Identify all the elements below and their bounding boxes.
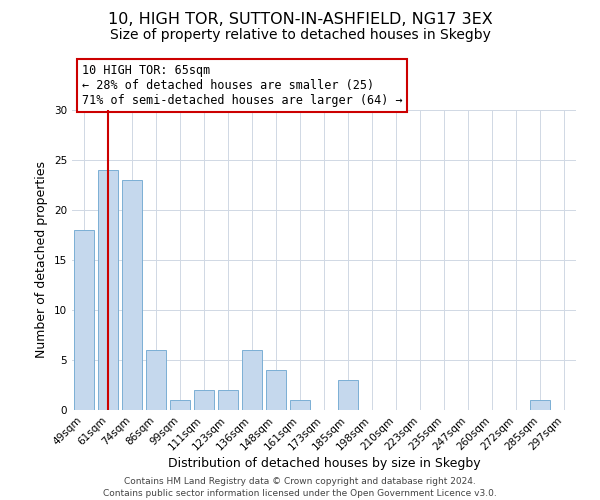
Bar (122, 180, 142, 410)
X-axis label: Distribution of detached houses by size in Skegby: Distribution of detached houses by size … (167, 458, 481, 470)
Text: Size of property relative to detached houses in Skegby: Size of property relative to detached ho… (110, 28, 490, 42)
Bar (74, 230, 94, 410)
Bar (530, 400, 550, 410)
Bar (266, 370, 286, 410)
Text: Contains public sector information licensed under the Open Government Licence v3: Contains public sector information licen… (103, 489, 497, 498)
Y-axis label: Number of detached properties: Number of detached properties (35, 162, 49, 358)
Bar (170, 400, 190, 410)
Bar (338, 380, 358, 410)
Text: 10 HIGH TOR: 65sqm
← 28% of detached houses are smaller (25)
71% of semi-detache: 10 HIGH TOR: 65sqm ← 28% of detached hou… (82, 64, 403, 107)
Bar (146, 350, 166, 410)
Bar (218, 390, 238, 410)
Text: 10, HIGH TOR, SUTTON-IN-ASHFIELD, NG17 3EX: 10, HIGH TOR, SUTTON-IN-ASHFIELD, NG17 3… (107, 12, 493, 28)
Text: Contains HM Land Registry data © Crown copyright and database right 2024.: Contains HM Land Registry data © Crown c… (124, 478, 476, 486)
Bar (194, 390, 214, 410)
Bar (242, 350, 262, 410)
Bar (290, 400, 310, 410)
Bar (98, 170, 118, 410)
